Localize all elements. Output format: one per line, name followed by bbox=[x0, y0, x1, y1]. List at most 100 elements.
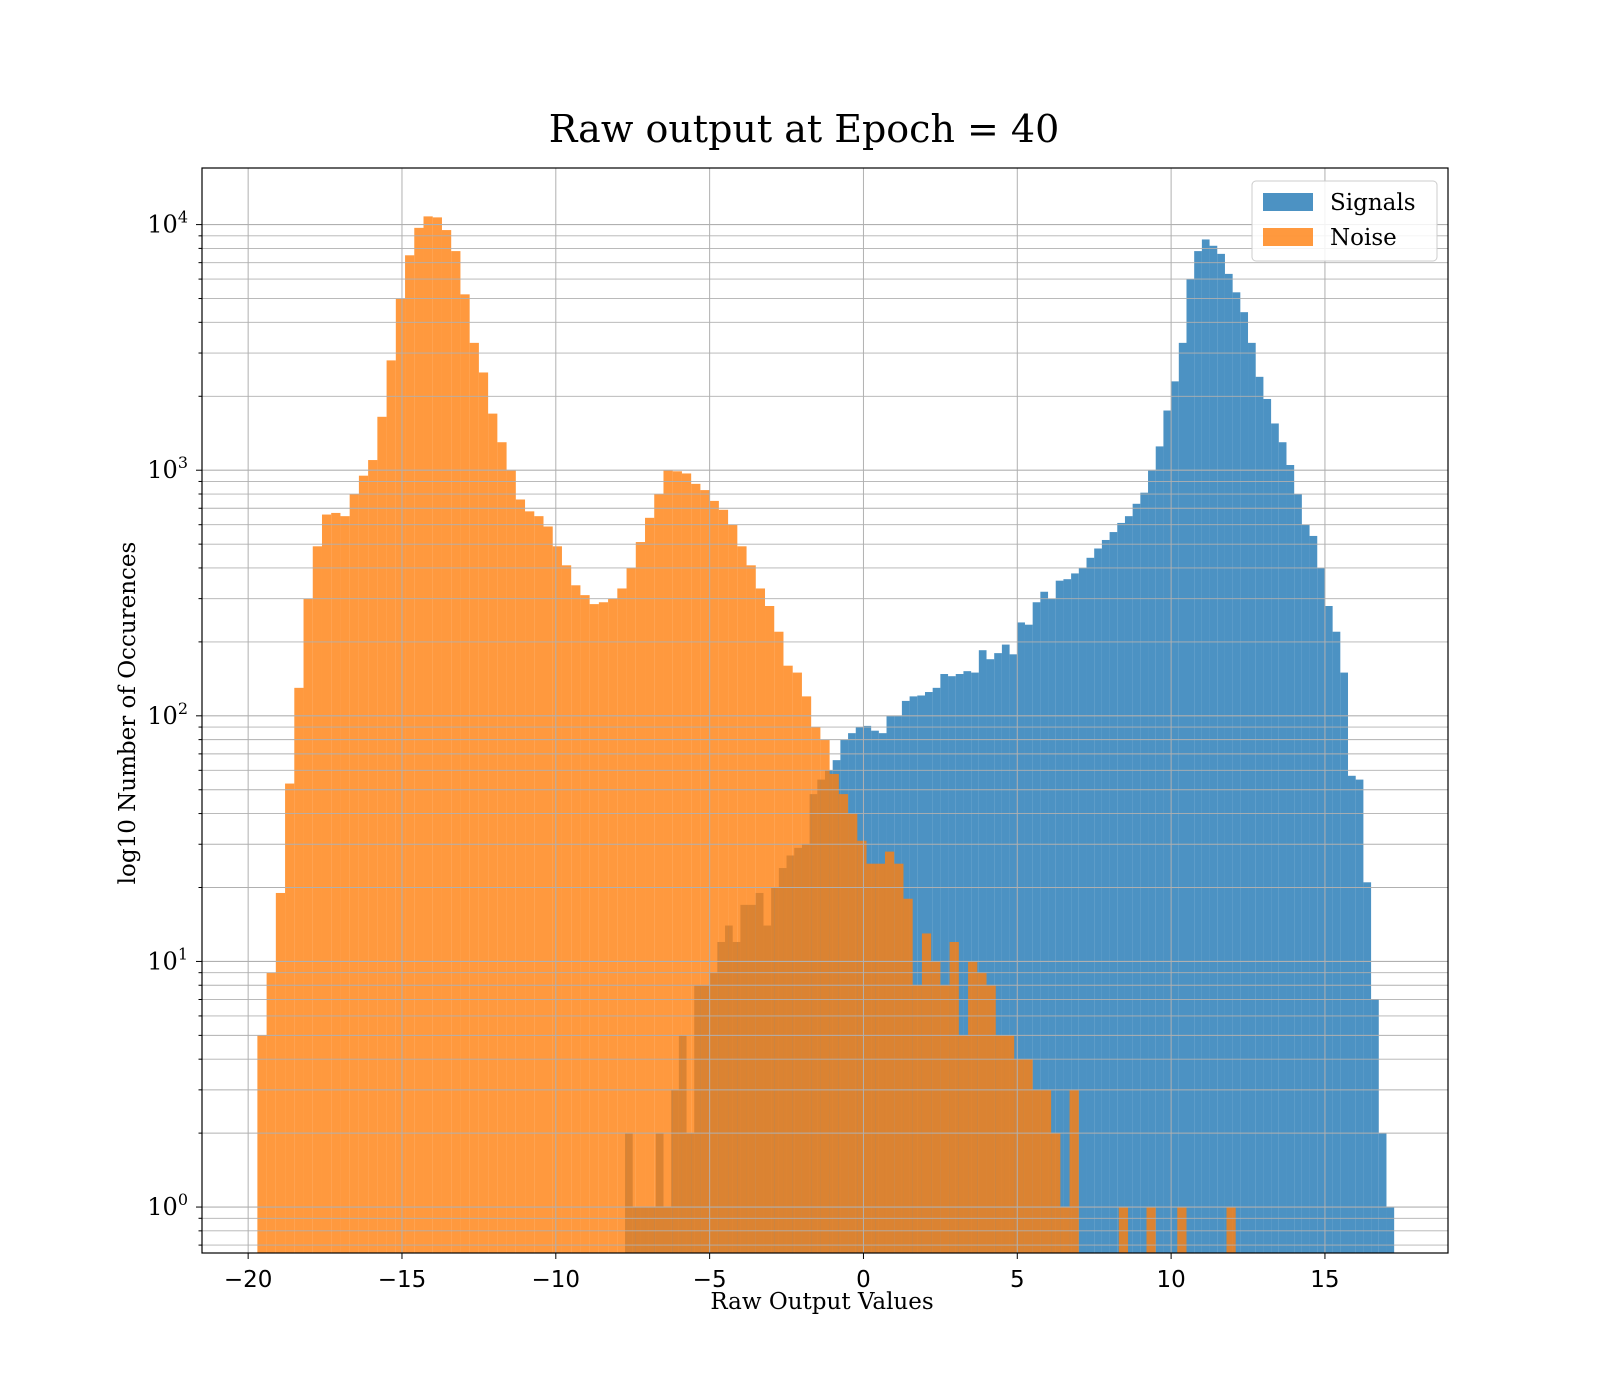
histogram-bar-noise-36 bbox=[589, 604, 599, 1253]
histogram-bar-noise-19 bbox=[432, 217, 442, 1253]
histogram-bar-noise-80 bbox=[995, 1035, 1005, 1253]
histogram-bar-noise-86 bbox=[1051, 1133, 1061, 1253]
histogram-bar-signals-88 bbox=[1301, 524, 1310, 1253]
histogram-bar-noise-21 bbox=[451, 251, 461, 1254]
x-tick-label: 15 bbox=[1310, 1267, 1339, 1293]
histogram-bar-noise-43 bbox=[654, 494, 664, 1253]
histogram-bar-noise-1 bbox=[266, 972, 276, 1253]
histogram-bar-signals-93 bbox=[1340, 672, 1349, 1253]
histogram-bar-noise-87 bbox=[1060, 1207, 1070, 1253]
histogram-bar-noise-18 bbox=[423, 216, 433, 1253]
histogram-bar-noise-89 bbox=[1118, 1207, 1129, 1253]
histogram-bar-noise-84 bbox=[1032, 1089, 1042, 1253]
histogram-bar-signals-38 bbox=[917, 695, 925, 1253]
histogram-bar-noise-25 bbox=[488, 413, 498, 1253]
histogram-bar-noise-8 bbox=[331, 512, 341, 1253]
histogram-bar-signals-69 bbox=[1155, 446, 1164, 1253]
histogram-bar-noise-45 bbox=[672, 471, 682, 1253]
histogram-bar-signals-76 bbox=[1209, 245, 1218, 1253]
histogram-bar-signals-78 bbox=[1224, 273, 1233, 1253]
histogram-bar-signals-50 bbox=[1009, 654, 1018, 1253]
histogram-bar-signals-57 bbox=[1063, 579, 1072, 1253]
histogram-bar-noise-61 bbox=[820, 739, 830, 1253]
histogram-bar-signals-92 bbox=[1332, 631, 1341, 1253]
histogram-bar-noise-70 bbox=[903, 898, 913, 1253]
histogram-bar-noise-28 bbox=[515, 499, 526, 1253]
histogram-bar-noise-41 bbox=[635, 542, 646, 1253]
histogram-bar-noise-81 bbox=[1004, 1035, 1015, 1253]
y-axis: 100 101 102 103 104 bbox=[147, 208, 202, 1246]
histogram-bar-noise-50 bbox=[718, 509, 729, 1253]
x-tick-label: −10 bbox=[532, 1267, 581, 1293]
histogram-bar-noise-52 bbox=[737, 546, 747, 1253]
x-axis-label: Raw Output Values bbox=[710, 1289, 933, 1315]
histogram-bar-signals-66 bbox=[1132, 503, 1141, 1253]
histogram-bar-noise-60 bbox=[811, 727, 821, 1253]
legend-label-signals: Signals bbox=[1330, 190, 1416, 216]
histogram-bar-noise-38 bbox=[608, 598, 618, 1253]
grid-lines bbox=[202, 168, 1448, 1253]
histogram-bar-noise-57 bbox=[783, 665, 793, 1253]
legend-swatch-signals bbox=[1263, 193, 1313, 211]
y-tick-label: 103 bbox=[147, 453, 188, 484]
histogram-bar-noise-31 bbox=[543, 526, 553, 1253]
x-axis: −20 −15 −10 −5 0 5 10 15 bbox=[224, 1253, 1340, 1293]
histogram-bar-noise-82 bbox=[1014, 1059, 1024, 1253]
histogram-bar-noise-6 bbox=[312, 546, 322, 1253]
x-tick-label: 5 bbox=[1010, 1267, 1025, 1293]
y-axis-label: log10 Number of Occurences bbox=[115, 542, 141, 885]
x-tick-label: −20 bbox=[224, 1267, 273, 1293]
histogram-bar-signals-41 bbox=[940, 674, 949, 1253]
histogram-bar-noise-48 bbox=[700, 490, 710, 1254]
histogram-bar-noise-72 bbox=[921, 933, 932, 1253]
histogram-bar-noise-39 bbox=[617, 588, 627, 1253]
histogram-bar-noise-9 bbox=[340, 516, 350, 1253]
histogram-bar-noise-35 bbox=[580, 595, 590, 1253]
histogram-bar-noise-91 bbox=[1177, 1207, 1187, 1253]
histogram-bar-noise-17 bbox=[414, 227, 424, 1254]
histogram-bar-signals-55 bbox=[1048, 598, 1056, 1253]
histogram-bar-signals-56 bbox=[1055, 580, 1064, 1253]
histogram-bar-noise-12 bbox=[368, 460, 378, 1253]
histogram-bar-signals-81 bbox=[1248, 342, 1256, 1253]
legend-swatch-noise bbox=[1263, 228, 1313, 246]
histogram-bar-signals-79 bbox=[1232, 292, 1241, 1253]
histogram-bar-noise-54 bbox=[755, 588, 766, 1253]
histogram-bar-signals-67 bbox=[1140, 492, 1149, 1253]
histogram-bar-signals-47 bbox=[986, 659, 995, 1253]
histogram-bar-noise-88 bbox=[1069, 1089, 1079, 1253]
histogram-bar-noise-76 bbox=[958, 1035, 969, 1253]
histogram-bar-signals-62 bbox=[1101, 539, 1110, 1253]
histogram-bar-signals-65 bbox=[1124, 516, 1133, 1253]
histogram-bar-signals-99 bbox=[1386, 1207, 1395, 1253]
histogram-bar-signals-89 bbox=[1309, 535, 1318, 1253]
histogram-bar-signals-94 bbox=[1348, 775, 1356, 1253]
histogram-bar-signals-73 bbox=[1186, 279, 1195, 1254]
histogram-bar-signals-61 bbox=[1094, 548, 1102, 1253]
histogram-bar-noise-40 bbox=[626, 567, 636, 1253]
histogram-bar-noise-78 bbox=[977, 972, 987, 1253]
x-tick-label: −5 bbox=[693, 1267, 727, 1293]
histogram-bar-signals-54 bbox=[1040, 591, 1049, 1253]
histogram-bar-noise-49 bbox=[709, 500, 719, 1253]
histogram-bar-noise-34 bbox=[571, 585, 581, 1253]
histogram-bar-noise-51 bbox=[728, 524, 738, 1253]
histogram-bar-noise-27 bbox=[506, 470, 516, 1254]
legend-label-noise: Noise bbox=[1330, 225, 1397, 251]
histogram-bar-signals-58 bbox=[1071, 573, 1079, 1253]
histogram-bar-noise-14 bbox=[386, 360, 396, 1253]
histogram-bar-noise-22 bbox=[460, 294, 470, 1254]
x-tick-label: −15 bbox=[378, 1267, 427, 1293]
histogram-bar-noise-24 bbox=[478, 372, 489, 1254]
histogram-bar-signals-71 bbox=[1171, 381, 1179, 1253]
histogram-bar-noise-3 bbox=[285, 783, 295, 1253]
histogram-bar-noise-7 bbox=[321, 514, 332, 1253]
histogram-bar-signals-37 bbox=[909, 696, 918, 1253]
histogram-bar-signals-91 bbox=[1324, 606, 1333, 1253]
histogram-bar-noise-55 bbox=[765, 606, 775, 1253]
histogram-bar-noise-13 bbox=[377, 416, 387, 1253]
histogram-bar-signals-84 bbox=[1271, 423, 1279, 1254]
histogram-bar-signals-97 bbox=[1371, 999, 1379, 1253]
histogram-bar-noise-0 bbox=[257, 1035, 267, 1253]
histogram-bar-signals-68 bbox=[1148, 470, 1156, 1254]
